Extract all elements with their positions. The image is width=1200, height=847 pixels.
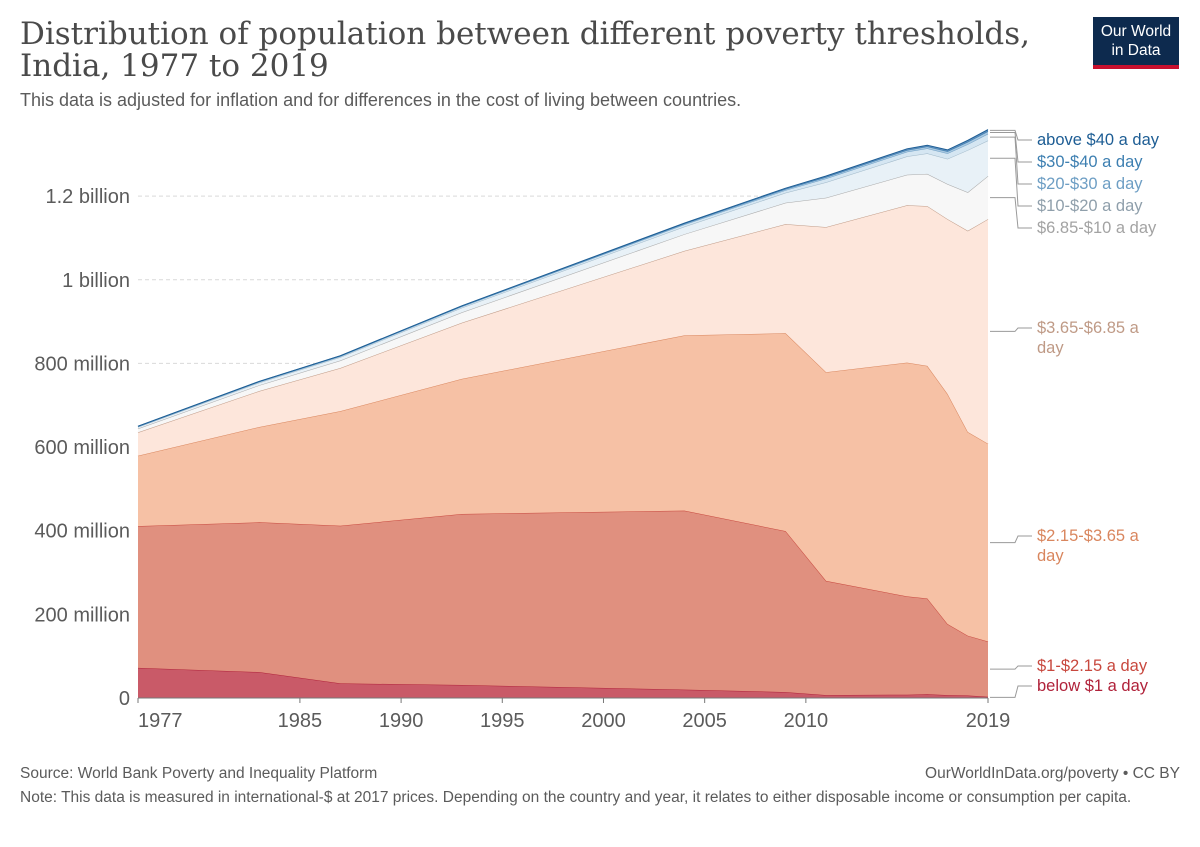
legend-connector [990, 665, 1032, 670]
x-tick-label: 1995 [480, 710, 525, 732]
logo-line-1: Our World [1100, 23, 1172, 40]
credit-link[interactable]: OurWorldInData.org/poverty • CC BY [925, 765, 1180, 782]
area-below-1-a-day[interactable] [138, 667, 988, 698]
legend-label-1-2-15-a-day[interactable]: $1-$2.15 a day [1037, 657, 1148, 675]
chart-subtitle: This data is adjusted for inflation and … [20, 90, 742, 110]
x-tick-label: 2010 [784, 710, 829, 732]
y-tick-label: 800 million [34, 353, 130, 375]
y-tick-label: 200 million [34, 604, 130, 626]
area-series [137, 129, 989, 698]
legend-label-3-65-6-85-a-day[interactable]: $3.65-$6.85 a [1037, 319, 1140, 337]
area-1-2-15-a-day[interactable] [138, 510, 988, 697]
y-tick-label: 1.2 billion [45, 186, 130, 208]
legend-label-2-15-3-65-a-day[interactable]: day [1037, 547, 1064, 565]
area-6-85-10-a-day[interactable] [138, 173, 988, 433]
legend-label-20-30-a-day[interactable]: $20-$30 a day [1037, 175, 1143, 193]
legend-connector [990, 685, 1032, 698]
axes: 0 200 million 400 million 600 million 800 mi… [34, 186, 1010, 732]
legend-connector [990, 132, 1032, 163]
y-tick-label: 600 million [34, 437, 130, 459]
methodology-note: Note: This data is measured in internati… [20, 789, 1132, 806]
x-tick-label: 1977 [138, 710, 183, 732]
legend-connector [990, 535, 1032, 544]
legend-connector [990, 129, 1032, 141]
legend-label-below-1-a-day[interactable]: below $1 a day [1037, 677, 1149, 695]
owid-logo[interactable]: Our World in Data [1093, 17, 1179, 69]
x-tick-label: 2019 [966, 710, 1011, 732]
legend-label-6-85-10-a-day[interactable]: $6.85-$10 a day [1037, 219, 1157, 237]
legend-connector [990, 136, 1032, 185]
legend-label-2-15-3-65-a-day[interactable]: $2.15-$3.65 a [1037, 527, 1140, 545]
x-tick-label: 1985 [278, 710, 323, 732]
area-3-65-6-85-a-day[interactable] [138, 205, 988, 456]
y-tick-label: 1 billion [62, 270, 130, 292]
x-tick-label: 2000 [581, 710, 626, 732]
y-tick-label: 0 [119, 688, 130, 710]
legend-label-30-40-a-day[interactable]: $30-$40 a day [1037, 153, 1143, 171]
area-2-15-3-65-a-day[interactable] [138, 333, 988, 642]
x-tick-label: 1990 [379, 710, 424, 732]
legend-connector [990, 327, 1032, 332]
area-10-20-a-day[interactable] [138, 140, 988, 429]
legend-connector [990, 197, 1032, 229]
y-tick-label: 400 million [34, 521, 130, 543]
x-tick-label: 2005 [682, 710, 727, 732]
chart-title: Distribution of population between diffe… [20, 16, 1031, 84]
source-note: Source: World Bank Poverty and Inequalit… [20, 765, 378, 782]
legend-label-above-40-a-day[interactable]: above $40 a day [1037, 131, 1160, 149]
logo-line-2: in Data [1111, 42, 1161, 59]
line-above-40-a-day [137, 129, 989, 427]
legend-connector [990, 157, 1032, 207]
legend-label-10-20-a-day[interactable]: $10-$20 a day [1037, 197, 1143, 215]
legend-label-3-65-6-85-a-day[interactable]: day [1037, 339, 1064, 357]
legend: above $40 a day $30-$40 a day $20-$30 a da… [990, 129, 1160, 698]
